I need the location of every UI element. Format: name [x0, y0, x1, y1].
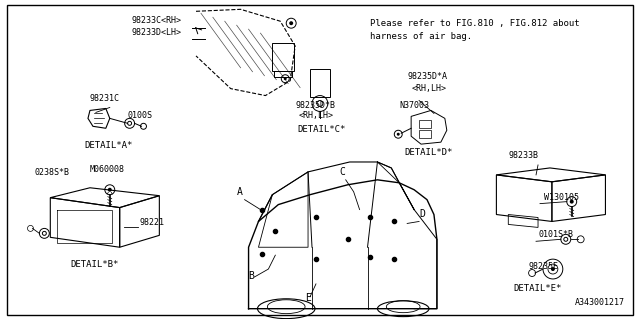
Text: D: D [419, 210, 425, 220]
Text: Please refer to FIG.810 , FIG.812 about
harness of air bag.: Please refer to FIG.810 , FIG.812 about … [369, 19, 579, 41]
Bar [310, 69, 330, 97]
Bar [419, 120, 431, 128]
Text: 98233B: 98233B [508, 151, 538, 160]
Text: 0100S: 0100S [127, 111, 152, 120]
Text: C: C [340, 167, 346, 177]
Circle shape [570, 200, 573, 204]
Text: DETAIL*A*: DETAIL*A* [84, 141, 132, 150]
Text: 98233D<LH>: 98233D<LH> [132, 28, 182, 37]
Text: <RH,LH>: <RH,LH> [411, 84, 446, 92]
Text: DETAIL*E*: DETAIL*E* [513, 284, 562, 293]
Text: DETAIL*B*: DETAIL*B* [70, 260, 118, 269]
Circle shape [551, 267, 555, 271]
Text: 0101S*B: 0101S*B [538, 230, 573, 239]
Text: A343001217: A343001217 [575, 298, 625, 307]
Bar [273, 43, 294, 71]
Bar [275, 71, 292, 77]
Text: A: A [237, 187, 243, 197]
Text: 98221: 98221 [140, 219, 164, 228]
Circle shape [284, 77, 287, 80]
Text: E: E [305, 293, 311, 303]
Bar [419, 130, 431, 138]
Text: W130105: W130105 [544, 193, 579, 202]
Text: B: B [248, 271, 255, 281]
Text: N37003: N37003 [399, 101, 429, 110]
Text: 98233C<RH>: 98233C<RH> [132, 16, 182, 25]
Text: M060008: M060008 [90, 165, 125, 174]
Text: 98235D*A: 98235D*A [407, 72, 447, 81]
Text: DETAIL*C*: DETAIL*C* [297, 125, 346, 134]
Text: 98235E: 98235E [528, 262, 558, 271]
Circle shape [289, 21, 293, 25]
Circle shape [397, 133, 400, 136]
Circle shape [108, 188, 112, 192]
Text: 98235D*B: 98235D*B [295, 101, 335, 110]
Text: DETAIL*D*: DETAIL*D* [404, 148, 452, 157]
Text: <RH,LH>: <RH,LH> [298, 111, 333, 120]
Text: 0238S*B: 0238S*B [35, 168, 69, 177]
Text: 98231C: 98231C [90, 93, 120, 102]
